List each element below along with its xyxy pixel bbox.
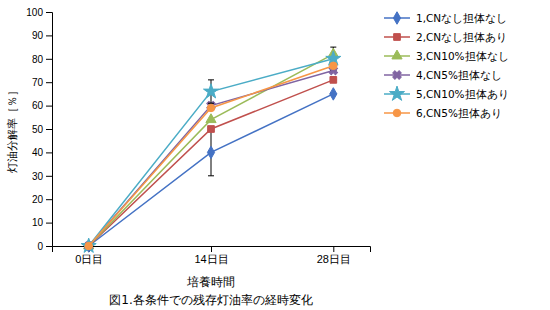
error-bar (208, 129, 214, 176)
tick: 0 (37, 241, 52, 252)
legend-marker (394, 34, 401, 41)
legend: 1,CNなし担体なし 2,CNなし担体あり 3,CN10%担体なし 4,CN5%担体な… (384, 12, 509, 119)
tick: 30 (32, 171, 52, 182)
series-line (89, 94, 334, 246)
tick: 70 (32, 77, 52, 88)
legend-label: 6,CN5%担体あり (416, 107, 502, 119)
error-bar-cap (208, 103, 214, 104)
legend-item: 4,CN5%担体なし (384, 69, 502, 82)
series (81, 51, 341, 252)
tick-mark (211, 246, 212, 252)
tick-mark (46, 176, 52, 177)
tick: 14日目 (194, 246, 228, 265)
point (208, 126, 215, 133)
y-axis-title: 灯油分解率［％］ (6, 85, 19, 173)
x-axis-title: 培養時間 (186, 275, 235, 289)
plot: 0 10 20 30 40 50 60 70 80 90 100 0日目 14日目 28日目培養時間 灯油分… (6, 7, 371, 289)
tick-label: 60 (32, 100, 44, 111)
point (85, 243, 92, 250)
tick-mark (46, 223, 52, 224)
tick: 20 (32, 194, 52, 205)
tick-mark (46, 59, 52, 60)
tick: 10 (32, 217, 52, 228)
series (85, 77, 336, 250)
legend-item: 6,CN5%担体あり (384, 107, 502, 119)
tick: 40 (32, 147, 52, 158)
legend-item: 3,CN10%担体なし (384, 50, 509, 62)
tick-mark (46, 106, 52, 107)
title: 図1.各条件での残存灯油率の経時変化 (109, 293, 312, 307)
tick-mark (46, 82, 52, 83)
tick-label: 30 (32, 171, 44, 182)
error-bar-cap (208, 175, 214, 176)
tick-label: 0日目 (75, 253, 103, 265)
tick-mark (46, 129, 52, 130)
tick-label: 50 (32, 124, 44, 135)
point (206, 114, 216, 123)
legend-label: 5,CN10%担体あり (416, 88, 509, 100)
series-line (89, 54, 334, 246)
tick-mark (333, 246, 334, 252)
legend-marker (391, 69, 404, 82)
tick-label: 28日目 (317, 253, 351, 265)
legend-marker (393, 12, 400, 24)
tick-label: 0 (37, 241, 43, 252)
tick-label: 10 (32, 217, 44, 228)
series-line (89, 71, 334, 247)
point (330, 62, 338, 70)
legend-item: 1,CNなし担体なし (384, 12, 507, 25)
legend-marker (389, 86, 404, 100)
marks (81, 47, 341, 252)
legend-item: 2,CNなし担体あり (384, 31, 507, 43)
tick: 60 (32, 100, 52, 111)
tick: 100 (26, 7, 52, 18)
tick: 50 (32, 124, 52, 135)
series-line (89, 59, 334, 246)
series-line (89, 80, 334, 246)
series (82, 64, 339, 252)
legend-marker (393, 109, 401, 117)
tick: 90 (32, 30, 52, 41)
tick-mark (46, 246, 52, 247)
tick-mark (46, 199, 52, 200)
point (85, 242, 93, 250)
point (203, 84, 218, 98)
tick-label: 14日目 (194, 253, 228, 265)
series (85, 62, 337, 250)
point (207, 104, 215, 112)
error-bar-cap (208, 79, 214, 80)
legend-marker (392, 50, 402, 59)
series (84, 47, 339, 249)
y-axis: 0 10 20 30 40 50 60 70 80 90 100 (26, 7, 52, 252)
tick-mark (46, 152, 52, 153)
tick-label: 20 (32, 194, 44, 205)
tick-label: 90 (32, 30, 44, 41)
legend-label: 4,CN5%担体なし (416, 69, 502, 81)
point (330, 88, 337, 100)
tick-mark (46, 35, 52, 36)
chart: 0 10 20 30 40 50 60 70 80 90 100 0日目 14日目 28日目培養時間 灯油分… (0, 0, 550, 310)
tick-label: 100 (26, 7, 43, 18)
point (330, 77, 337, 84)
point (207, 146, 214, 158)
series (85, 88, 337, 253)
tick: 28日目 (317, 246, 351, 265)
legend-label: 1,CNなし担体なし (416, 12, 507, 24)
tick: 80 (32, 54, 52, 65)
tick-mark (46, 12, 52, 13)
tick-label: 80 (32, 54, 44, 65)
axis-line (46, 13, 53, 247)
axis-line (53, 247, 371, 253)
tick-label: 70 (32, 77, 44, 88)
tick-label: 40 (32, 147, 44, 158)
series-line (89, 66, 334, 246)
x-axis: 0日目 14日目 28日目 (53, 246, 371, 265)
legend-label: 2,CNなし担体あり (416, 31, 507, 43)
legend-label: 3,CN10%担体なし (416, 50, 509, 62)
legend-item: 5,CN10%担体あり (384, 86, 509, 100)
